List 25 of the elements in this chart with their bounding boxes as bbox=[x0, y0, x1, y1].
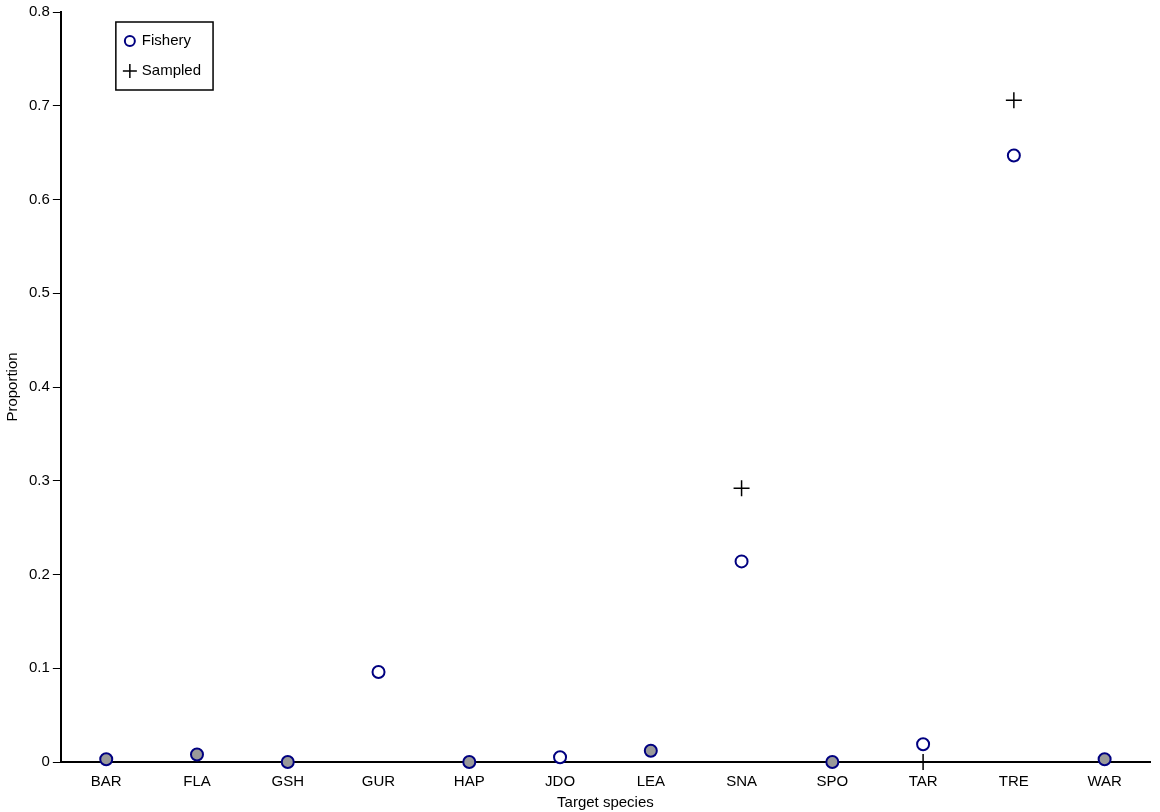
x-axis-title: Target species bbox=[557, 793, 654, 811]
y-tick-label: 0.4 bbox=[28, 377, 50, 395]
x-tick-label: SNA bbox=[726, 772, 757, 790]
y-axis-title: Proportion bbox=[3, 352, 21, 422]
y-tick-label: 0.8 bbox=[28, 2, 50, 20]
x-tick-label: JDO bbox=[545, 772, 576, 790]
y-tick-label: 0.1 bbox=[28, 658, 50, 676]
legend-label: Sampled bbox=[141, 61, 202, 79]
x-tick-label: GSH bbox=[271, 772, 305, 790]
x-tick-label: TRE bbox=[998, 772, 1029, 790]
x-tick-label: FLA bbox=[183, 772, 211, 790]
y-tick-label: 0.5 bbox=[28, 283, 50, 301]
x-tick-label: WAR bbox=[1087, 772, 1122, 790]
y-tick-label: 0.2 bbox=[28, 564, 50, 582]
x-tick-label: GUR bbox=[361, 772, 396, 790]
x-tick-label: HAP bbox=[453, 772, 485, 790]
x-tick-label: BAR bbox=[90, 772, 122, 790]
x-tick-label: SPO bbox=[816, 772, 849, 790]
y-tick-label: 0 bbox=[41, 752, 50, 770]
y-tick-label: 0.7 bbox=[28, 95, 50, 113]
y-tick-label: 0.3 bbox=[28, 470, 50, 488]
y-tick-label: 0.6 bbox=[28, 189, 50, 207]
x-tick-label: LEA bbox=[636, 772, 665, 790]
x-tick-label: TAR bbox=[908, 772, 938, 790]
legend-label: Fishery bbox=[141, 31, 192, 49]
